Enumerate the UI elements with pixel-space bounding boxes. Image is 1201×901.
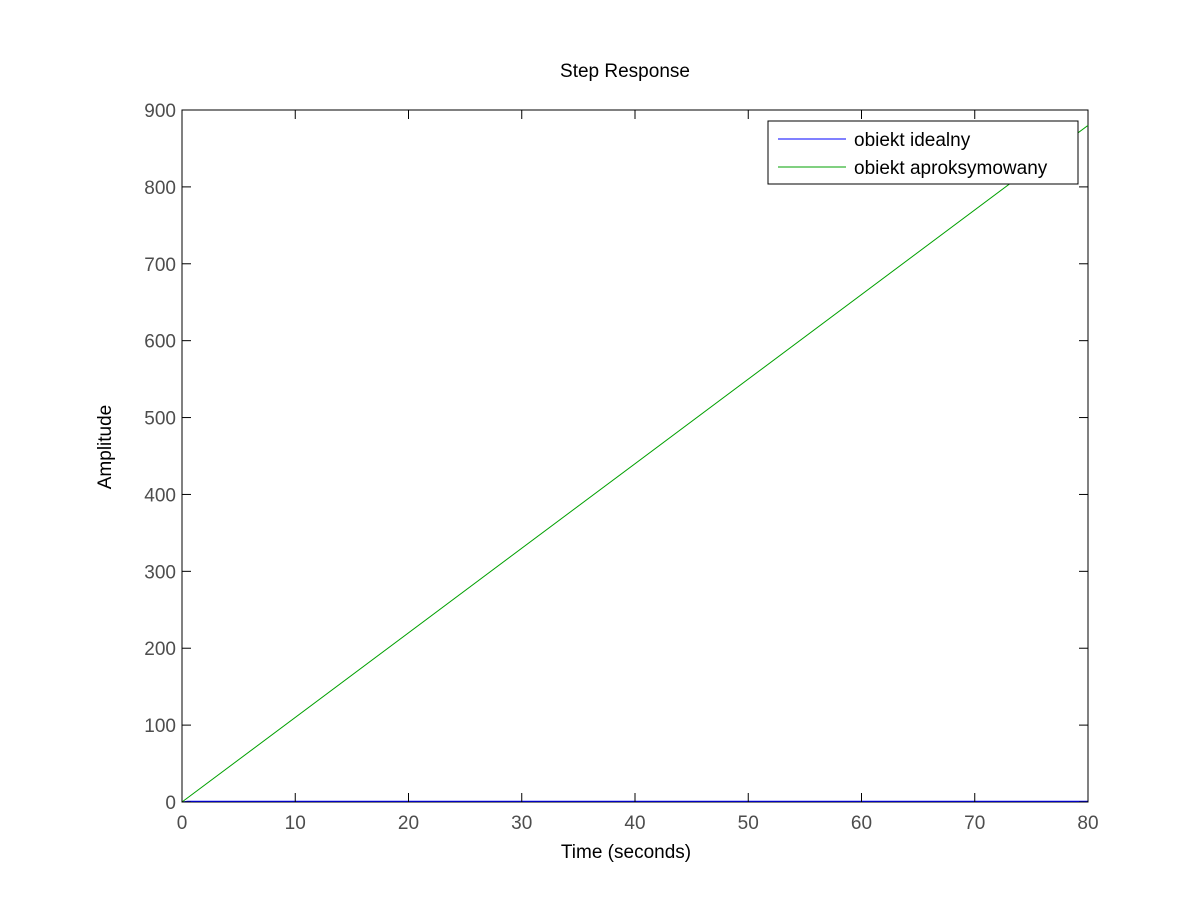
legend: obiekt idealny obiekt aproksymowany (767, 120, 1079, 185)
y-axis-title: Amplitude (95, 405, 116, 490)
series-line-approx (181, 124, 1089, 803)
y-tick-label: 200 (144, 639, 176, 660)
plot-frame (181, 109, 1089, 803)
y-tick-label: 900 (144, 101, 176, 122)
y-tick-label: 600 (144, 332, 176, 353)
x-tick-label: 0 (177, 813, 188, 834)
x-axis-ticks: 0 10 20 30 40 50 60 70 80 (177, 110, 1099, 834)
x-tick-label: 20 (398, 813, 419, 834)
x-tick-label: 10 (285, 813, 306, 834)
x-axis-title: Time (seconds) (561, 842, 691, 863)
legend-box (767, 120, 1079, 185)
chart-title: Step Response (560, 61, 690, 82)
y-tick-label: 700 (144, 255, 176, 276)
x-tick-label: 50 (738, 813, 759, 834)
plot-area (181, 109, 1089, 803)
y-axis-ticks: 0 100 200 300 400 500 600 700 800 900 (144, 101, 1088, 814)
x-tick-label: 30 (511, 813, 532, 834)
legend-label-ideal: obiekt idealny (854, 130, 971, 151)
legend-label-approx: obiekt aproksymowany (854, 158, 1048, 179)
y-tick-label: 800 (144, 178, 176, 199)
x-tick-label: 70 (964, 813, 985, 834)
y-tick-label: 0 (165, 793, 176, 814)
y-tick-label: 100 (144, 716, 176, 737)
x-tick-label: 60 (851, 813, 872, 834)
y-tick-label: 500 (144, 409, 176, 430)
x-tick-label: 80 (1077, 813, 1098, 834)
y-tick-label: 400 (144, 485, 176, 506)
x-tick-label: 40 (624, 813, 645, 834)
y-tick-label: 300 (144, 562, 176, 583)
